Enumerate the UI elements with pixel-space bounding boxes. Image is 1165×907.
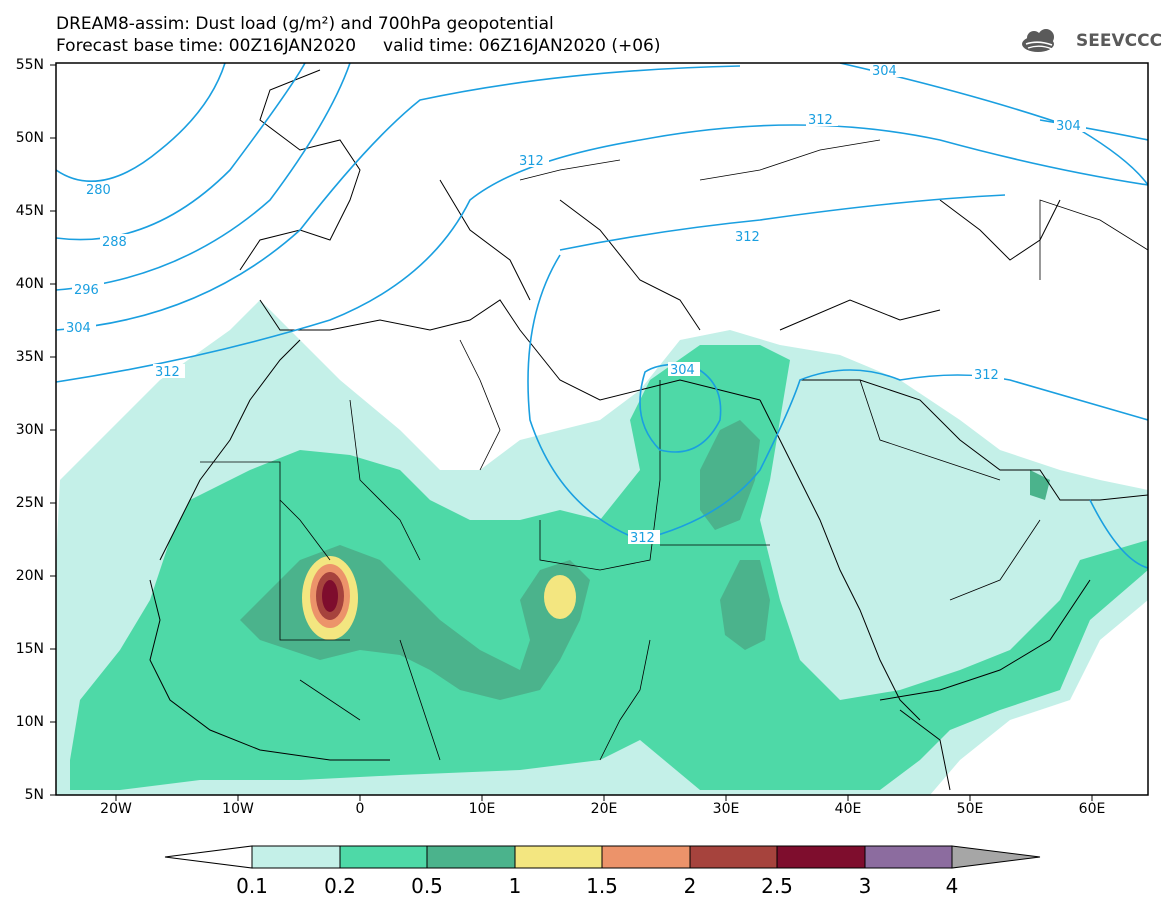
lon-label: 60E — [1078, 801, 1106, 817]
colorbar-high-arrow — [951, 845, 1041, 869]
lat-label: 5N — [24, 787, 44, 803]
lon-label: 0 — [355, 801, 365, 817]
contour-label: 304 — [872, 64, 897, 79]
colorbar-label: 0.2 — [324, 874, 356, 898]
colorbar-label: 2.5 — [761, 874, 793, 898]
contour-label: 312 — [519, 154, 544, 169]
lon-label: 20E — [590, 801, 618, 817]
contour-label: 312 — [735, 230, 760, 245]
lat-label: 15N — [15, 641, 44, 657]
contour-label: 312 — [630, 531, 655, 546]
colorbar-label: 0.5 — [411, 874, 443, 898]
contour-label: 304 — [1056, 119, 1081, 134]
colorbar-label: 0.1 — [236, 874, 268, 898]
contour-label: 304 — [66, 321, 91, 336]
contour-labels: 280 288 296 304 312 312 312 312 304 304 … — [64, 63, 1086, 546]
lon-ticks — [115, 795, 1093, 801]
dust-region-dark-sudan — [720, 560, 770, 650]
colorbar-box — [864, 845, 953, 869]
map-title-line1: DREAM8-assim: Dust load (g/m²) and 700hP… — [56, 14, 554, 34]
colorbar-box — [514, 845, 603, 869]
lat-label: 35N — [15, 349, 44, 365]
lat-ticks — [50, 64, 56, 796]
lat-label: 55N — [15, 57, 44, 73]
country-borders — [200, 139, 1148, 761]
lon-label: 30E — [712, 801, 740, 817]
contour-label: 304 — [670, 363, 695, 378]
colorbar-label: 2 — [683, 874, 697, 898]
contour-label: 296 — [74, 283, 99, 298]
colorbar-box — [339, 845, 428, 869]
contour-label: 312 — [155, 365, 180, 380]
lat-label: 45N — [15, 203, 44, 219]
lon-label: 10W — [222, 801, 254, 817]
map-frame — [55, 62, 1149, 796]
cloud-logo-icon — [1022, 29, 1054, 52]
lat-label: 30N — [15, 422, 44, 438]
lat-label: 25N — [15, 495, 44, 511]
contour-label: 288 — [102, 235, 127, 250]
dust-region-dark-egypt — [700, 420, 760, 530]
colorbar-label: 1 — [508, 874, 522, 898]
colorbar-box — [601, 845, 691, 869]
colorbar-box — [426, 845, 516, 869]
seevccc-logo — [1022, 29, 1054, 52]
logo-text: SEEVCCC — [1076, 31, 1163, 51]
map-title-line2: Forecast base time: 00Z16JAN2020 valid t… — [56, 36, 661, 56]
lon-label: 40E — [834, 801, 862, 817]
colorbar-box — [251, 845, 341, 869]
lon-label: 50E — [956, 801, 984, 817]
colorbar-label: 1.5 — [586, 874, 618, 898]
dust-region-crimson — [322, 580, 338, 612]
dust-region-medium — [70, 345, 1148, 790]
colorbar-box — [776, 845, 866, 869]
lat-label: 50N — [15, 130, 44, 146]
contour-label: 312 — [974, 368, 999, 383]
colorbar — [164, 845, 1041, 869]
dust-region-yellow-chad — [544, 575, 576, 619]
colorbar-low-arrow — [164, 845, 253, 869]
lon-label: 20W — [100, 801, 132, 817]
contour-label: 312 — [808, 113, 833, 128]
colorbar-label: 3 — [858, 874, 872, 898]
lat-label: 20N — [15, 568, 44, 584]
lat-label: 10N — [15, 714, 44, 730]
colorbar-box — [689, 845, 778, 869]
lat-label: 40N — [15, 276, 44, 292]
lon-label: 10E — [468, 801, 496, 817]
contour-label: 280 — [86, 183, 111, 198]
coastlines — [149, 69, 1148, 791]
colorbar-label: 4 — [945, 874, 959, 898]
